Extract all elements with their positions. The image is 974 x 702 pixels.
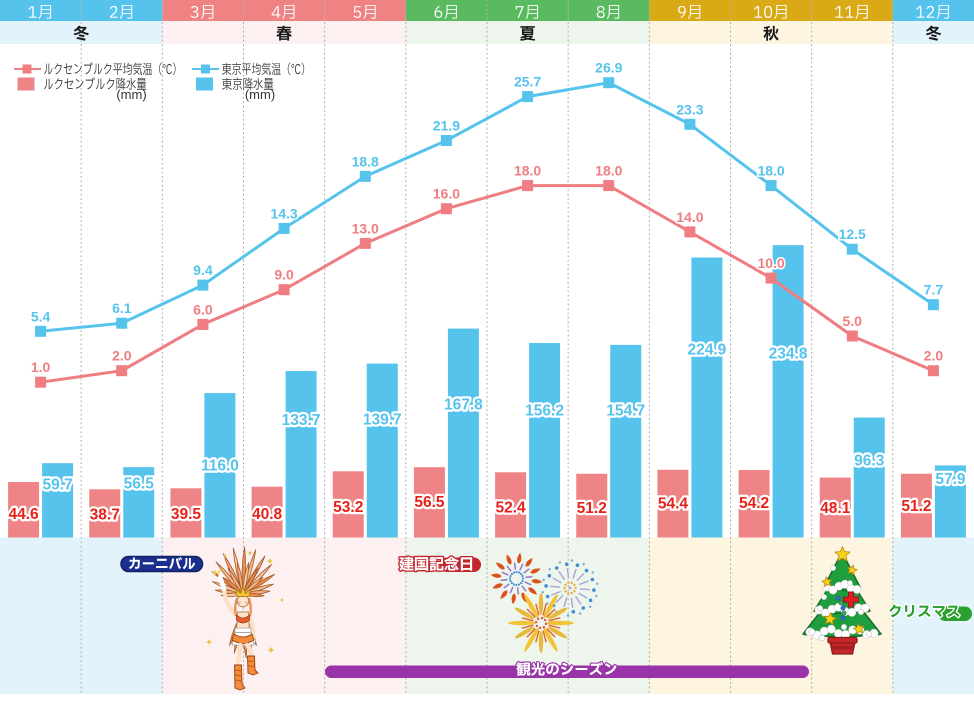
svg-text:2.0: 2.0 [924, 348, 944, 364]
svg-text:13.0: 13.0 [352, 220, 379, 236]
svg-text:156.2: 156.2 [525, 403, 564, 420]
svg-text:40.8: 40.8 [252, 506, 283, 523]
svg-text:6.0: 6.0 [193, 301, 213, 317]
svg-text:116.0: 116.0 [201, 457, 239, 474]
svg-text:26.9: 26.9 [595, 60, 622, 76]
svg-text:(mm): (mm) [245, 87, 275, 102]
svg-text:133.7: 133.7 [282, 412, 321, 429]
svg-text:52.4: 52.4 [495, 499, 526, 516]
svg-text:23.3: 23.3 [676, 101, 703, 117]
svg-text:38.7: 38.7 [90, 506, 120, 523]
svg-text:139.7: 139.7 [363, 412, 402, 429]
svg-text:2.0: 2.0 [112, 348, 132, 364]
svg-text:56.5: 56.5 [414, 494, 445, 511]
svg-text:12.5: 12.5 [839, 226, 866, 242]
svg-text:39.5: 39.5 [171, 506, 202, 523]
svg-text:53.2: 53.2 [333, 499, 363, 516]
svg-text:5.4: 5.4 [31, 308, 51, 324]
svg-text:6.1: 6.1 [112, 300, 132, 316]
svg-text:10.0: 10.0 [757, 255, 784, 271]
svg-text:5.0: 5.0 [842, 313, 862, 329]
svg-text:44.6: 44.6 [8, 506, 39, 523]
svg-text:18.0: 18.0 [595, 163, 622, 179]
svg-text:224.9: 224.9 [688, 341, 727, 358]
svg-text:54.2: 54.2 [739, 495, 769, 512]
svg-text:16.0: 16.0 [433, 186, 460, 202]
svg-text:96.3: 96.3 [854, 452, 885, 469]
svg-text:154.7: 154.7 [606, 402, 645, 419]
svg-text:51.2: 51.2 [901, 498, 931, 515]
svg-text:9.0: 9.0 [274, 267, 294, 283]
svg-text:1.0: 1.0 [31, 359, 51, 375]
svg-text:48.1: 48.1 [820, 500, 851, 517]
svg-text:234.8: 234.8 [769, 346, 808, 363]
svg-text:(mm): (mm) [116, 87, 146, 102]
svg-text:18.8: 18.8 [352, 153, 379, 169]
svg-text:18.0: 18.0 [757, 163, 784, 179]
svg-text:59.7: 59.7 [42, 476, 72, 493]
svg-text:9.4: 9.4 [193, 262, 213, 278]
svg-text:54.4: 54.4 [658, 495, 689, 512]
svg-text:25.7: 25.7 [514, 74, 541, 90]
svg-text:167.8: 167.8 [444, 397, 483, 414]
svg-text:18.0: 18.0 [514, 163, 541, 179]
svg-text:14.3: 14.3 [270, 205, 297, 221]
svg-text:56.5: 56.5 [124, 475, 155, 492]
svg-text:14.0: 14.0 [676, 209, 703, 225]
svg-text:7.7: 7.7 [924, 282, 944, 298]
svg-text:57.9: 57.9 [935, 471, 966, 488]
svg-text:21.9: 21.9 [433, 118, 460, 134]
svg-text:51.2: 51.2 [577, 500, 607, 517]
